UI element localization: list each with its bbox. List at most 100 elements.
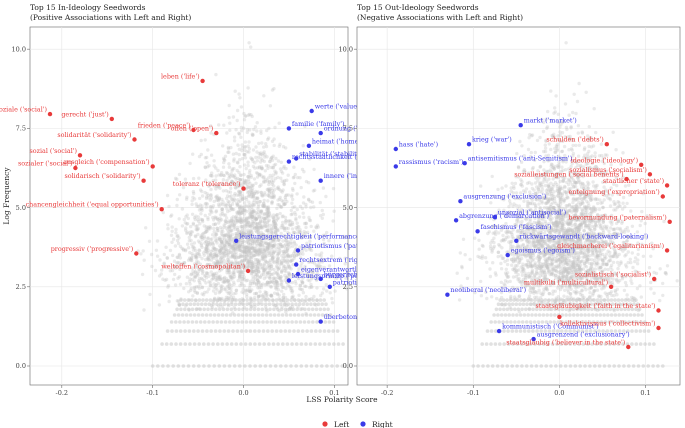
background-row-point [324,302,328,307]
background-point [246,230,251,234]
background-point [264,205,268,209]
background-point [320,208,324,213]
background-point [224,220,229,224]
background-point [226,228,230,232]
background-row-point [306,320,311,324]
background-point [276,236,280,240]
background-point [253,257,257,262]
background-point [220,233,225,237]
background-point [197,154,202,159]
background-point [245,185,249,189]
background-row-point [200,329,205,333]
background-point [231,220,235,224]
background-point [267,188,271,193]
background-point [210,206,215,210]
background-point [209,187,213,192]
background-point [307,260,311,264]
background-point [566,288,570,292]
background-point [241,265,246,270]
background-point [285,253,290,258]
background-row-point [226,302,230,307]
background-point [294,226,298,230]
background-point [235,233,239,237]
background-point [206,237,210,241]
background-row-point [239,342,243,346]
background-point [278,262,282,267]
panel-subtitle: (Positive Associations with Left and Rig… [30,13,191,22]
background-point [191,222,196,227]
background-point [291,176,296,180]
background-point [226,182,231,187]
background-point [285,236,289,240]
background-point [199,268,203,272]
background-point [268,214,272,218]
y-tick-label: 7.5 [343,125,353,133]
background-point [215,261,219,266]
background-point [236,255,241,260]
background-point [505,271,510,275]
background-point [245,224,249,228]
background-point [261,282,265,286]
background-point [260,254,264,259]
background-point [285,247,290,251]
background-point [142,258,146,262]
background-point [626,250,630,254]
background-point [231,247,236,251]
background-point [189,233,193,237]
background-point [271,231,275,235]
background-row-point [282,302,287,307]
background-point [215,262,219,266]
background-point [238,212,242,216]
background-point [217,197,221,202]
background-point [204,249,208,253]
background-point [245,240,249,244]
background-point [246,259,250,263]
background-point [228,262,232,266]
background-point [302,170,306,174]
background-point [205,262,209,267]
background-point [302,195,306,199]
background-point [209,131,213,135]
background-point [253,125,258,129]
background-point [343,262,347,266]
background-point [247,175,251,179]
background-point [308,270,313,274]
background-point [255,191,259,195]
background-point [246,241,251,245]
background-point [322,241,326,246]
background-row-point [292,329,296,333]
background-point [239,225,243,229]
background-point [222,123,226,127]
background-point [256,228,260,232]
background-point [181,261,185,266]
background-point [302,221,307,226]
background-point [256,237,261,241]
background-point [232,157,236,161]
background-point [259,237,264,241]
background-point [247,140,251,144]
background-point [229,221,233,225]
background-point [223,252,227,256]
background-point [291,294,295,298]
background-row-point [248,342,253,346]
background-point [260,232,264,236]
background-point [236,230,241,234]
background-point [316,225,320,229]
background-point [206,217,210,222]
background-point [249,250,253,255]
background-point [255,240,259,244]
background-row-point [264,302,268,307]
background-point [188,161,192,166]
background-row-point [279,302,283,307]
background-point [198,203,202,207]
background-point [250,220,255,224]
background-point [225,207,229,211]
background-row-point [257,342,262,346]
background-point [246,160,250,164]
background-point [233,266,238,271]
background-row-point [236,313,241,317]
background-point [214,253,218,257]
background-point [205,192,209,196]
background-point [174,231,178,235]
background-point [248,242,253,246]
